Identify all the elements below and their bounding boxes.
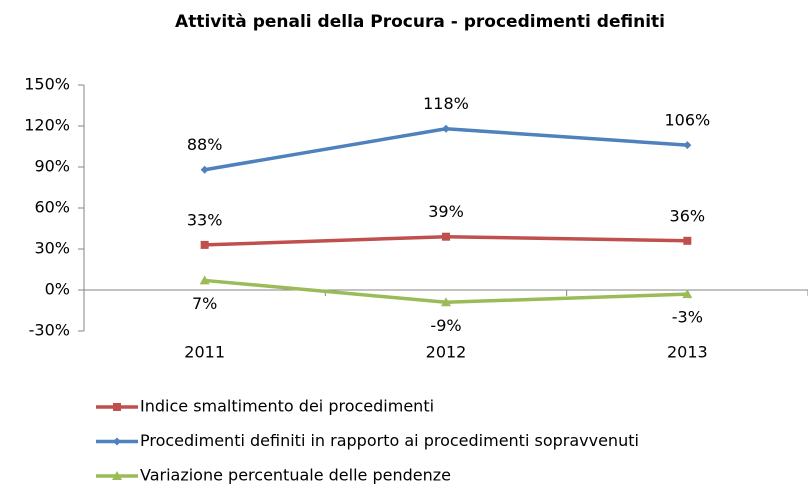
point <box>683 141 692 150</box>
legend-marker <box>113 403 121 411</box>
data-label: 106% <box>664 111 710 130</box>
x-tick-label: 2011 <box>184 343 225 362</box>
data-label: -3% <box>672 308 703 327</box>
y-tick-label: 30% <box>34 239 70 258</box>
y-tick-label: 0% <box>45 280 70 299</box>
data-label: 88% <box>187 135 223 154</box>
point <box>442 124 450 133</box>
y-tick-label: 150% <box>24 75 70 94</box>
legend-label: Variazione percentuale delle pendenze <box>140 466 451 485</box>
x-tick-label: 2012 <box>426 343 467 362</box>
data-label: -9% <box>430 316 461 335</box>
y-tick-label: 60% <box>34 198 70 217</box>
point <box>441 297 451 307</box>
legend-marker <box>112 471 122 480</box>
point <box>683 236 692 245</box>
data-label: 118% <box>423 94 469 113</box>
data-label: 7% <box>192 294 217 313</box>
point <box>682 289 693 299</box>
data-label: 36% <box>670 206 706 225</box>
legend-label: Indice smaltimento dei procedimenti <box>140 397 434 416</box>
data-label: 39% <box>428 202 464 221</box>
data-label: 33% <box>187 210 223 229</box>
x-tick-label: 2013 <box>667 343 708 362</box>
legend-label: Procedimenti definiti in rapporto ai pro… <box>140 431 639 450</box>
point <box>200 165 209 174</box>
y-tick-label: 120% <box>24 116 70 135</box>
point <box>199 275 210 285</box>
chart-title: Attività penali della Procura - procedim… <box>175 12 665 32</box>
point <box>200 240 209 249</box>
y-tick-label: -30% <box>29 321 70 340</box>
legend-marker <box>113 437 121 446</box>
y-tick-label: 90% <box>34 157 70 176</box>
series-line <box>204 126 688 172</box>
point <box>442 232 450 241</box>
